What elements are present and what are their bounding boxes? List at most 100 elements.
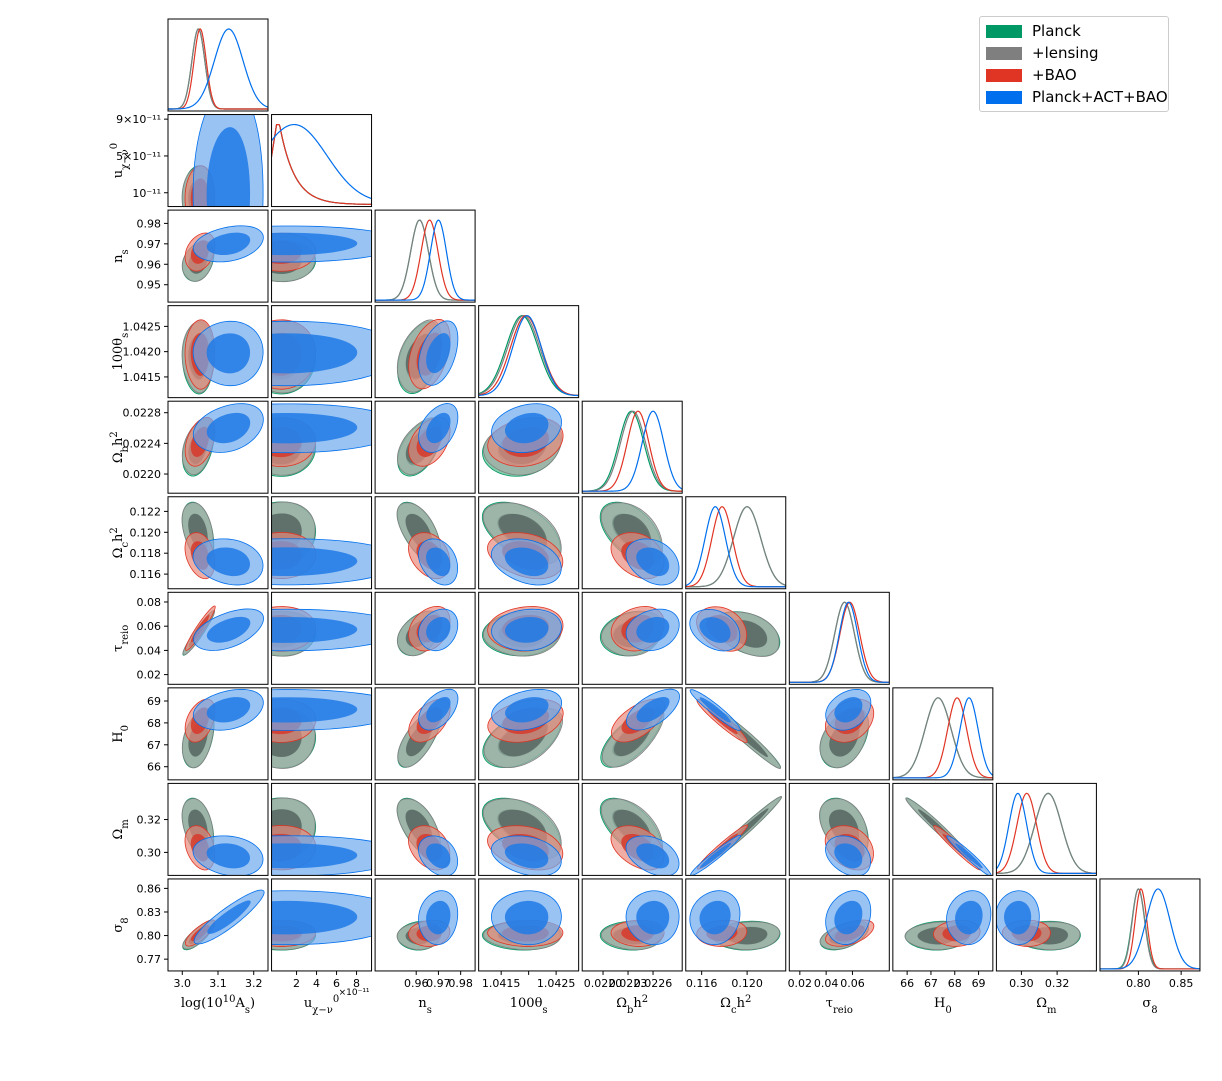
ytick-label: 0.122 [130,505,162,518]
panel-5-4 [581,496,683,590]
contour68-Planck+ACT+BAO [206,333,251,374]
xtick-label: 2 [293,977,300,990]
panel-frame [685,782,787,876]
panel-9-1: 2 4 6 8 uχ−ν0×10⁻¹¹ [271,878,373,1015]
panel-frame [167,18,269,112]
ytick-label: 0.80 [137,930,162,943]
panel-6-5 [685,591,787,685]
ytick-label: 10⁻¹¹ [132,187,161,200]
ytick-label: 0.0224 [123,437,162,450]
marginal-u0_chi-nu-Planck+ACT+BAO [271,123,372,200]
xtick-label: 3.1 [209,977,227,990]
panel-5-2 [374,496,476,590]
panel-6-2 [374,591,476,685]
panel-6-1 [271,591,373,685]
contour68-Planck+ACT+BAO [504,900,549,935]
contour68-Planck+ACT+BAO [700,842,732,868]
ytick-label: 0.120 [130,526,162,539]
xtick-label: 0.120 [731,977,763,990]
marginal-n_s-+BAO [375,219,476,301]
contour68-Planck+ACT+BAO [271,333,358,374]
legend-item-lensing: +lensing [980,42,1168,64]
contour68-Planck+ACT+BAO [206,127,251,207]
panel-frame [167,782,269,876]
panel-frame [271,878,373,972]
ytick-label: 0.30 [137,846,162,859]
panel-frame [1099,878,1201,972]
panel-frame [892,687,994,781]
panel-frame [167,209,269,303]
panel-frame [581,400,683,494]
contour68-Planck+ACT+BAO [505,697,549,723]
contour68-Planck+ACT+BAO [206,547,250,577]
contour68-Planck+ACT+BAO [426,697,451,723]
marginal-tau_reio-+lensing [789,601,890,683]
legend-label-planck: Planck [1032,22,1081,40]
panel-9-8: 0.30 0.32 Ωm [995,878,1097,1015]
xaxis-label-sigma_8: σ8 [1142,996,1157,1016]
contour68-Planck+ACT+BAO [207,900,251,934]
panel-frame [788,878,890,972]
yaxis-label-Omega_b h^2: Ωbh2 [109,431,131,463]
panel-frame [581,878,683,972]
contour68-Planck+ACT+BAO [504,412,549,444]
contour68-Planck+ACT+BAO [271,843,358,869]
marginal-log(10^10 A_s)-Planck+ACT+BAO [168,28,268,110]
marginal-H_0-+BAO [892,697,993,779]
legend-item-bao: +BAO [980,64,1168,86]
ytick-label: 0.96 [137,258,162,271]
xaxis-label-u0_chi-nu: uχ−ν0 [304,993,339,1015]
panel-frame [788,782,890,876]
panel-5-0: 0.116 0.118 0.120 0.122 Ωch2 [109,496,269,590]
contour68-Planck+ACT+BAO [426,412,451,444]
contour68-Planck+ACT+BAO [955,900,983,935]
ytick-label: 1.0420 [123,346,162,359]
xtick-label: 1.0415 [482,977,521,990]
marginal-log(10^10 A_s)-Planck [168,28,268,110]
marginal-100 theta_s-Planck+ACT+BAO [478,315,579,397]
xaxis-label-Omega_b h^2: Ωbh2 [616,993,648,1015]
marginal-100 theta_s-+BAO [478,315,579,397]
contour68-Planck+ACT+BAO [636,696,670,723]
marginal-log(10^10 A_s)-+lensing [168,28,268,110]
panel-2-2 [374,209,476,303]
panel-frame [478,782,580,876]
panel-frame [685,878,787,972]
panel-5-1 [271,496,373,590]
marginal-100 theta_s-+lensing [478,315,579,397]
panel-8-2 [374,782,476,876]
contour68-Planck+ACT+BAO [206,697,251,723]
panel-3-3 [478,305,580,399]
legend-swatch-planck-act-bao [986,90,1022,104]
contour68-Planck+ACT+BAO [426,843,451,869]
panel-7-0: 66 67 68 69 H0 [111,687,269,781]
panel-frame [478,305,580,399]
ytick-label: 0.95 [137,279,162,292]
panel-frame [374,878,476,972]
xtick-label: 0.32 [1045,977,1070,990]
panel-7-1 [271,687,373,781]
contour68-Planck+ACT+BAO [699,900,731,935]
panel-frame [374,687,476,781]
xtick-label: 69 [972,977,986,990]
panel-frame [271,591,373,685]
panel-8-7 [892,782,994,876]
contour68-Planck+ACT+BAO [1004,900,1032,935]
contour68-Planck+ACT+BAO [206,843,250,869]
panel-4-0: 0.0220 0.0224 0.0228 Ωbh2 [109,400,269,494]
contour68-Planck+ACT+BAO [271,697,358,723]
ytick-label: 9×10⁻¹¹ [116,113,161,126]
panel-frame [374,496,476,590]
xaxis-label-100 theta_s: 100θs [510,996,548,1016]
contour68-Planck+ACT+BAO [636,900,670,935]
panel-9-2: 0.960.970.98 ns [374,878,476,1015]
panel-7-2 [374,687,476,781]
panel-4-2 [374,400,476,494]
marginal-u0_chi-nu-+lensing [271,123,372,205]
marginal-u0_chi-nu-Planck [271,123,372,205]
marginal-tau_reio-Planck+ACT+BAO [789,601,890,683]
xtick-label: 3.2 [245,977,263,990]
panel-frame [685,591,787,685]
contour68-Planck+ACT+BAO [834,697,863,723]
yaxis-label-n_s: ns [111,249,131,263]
